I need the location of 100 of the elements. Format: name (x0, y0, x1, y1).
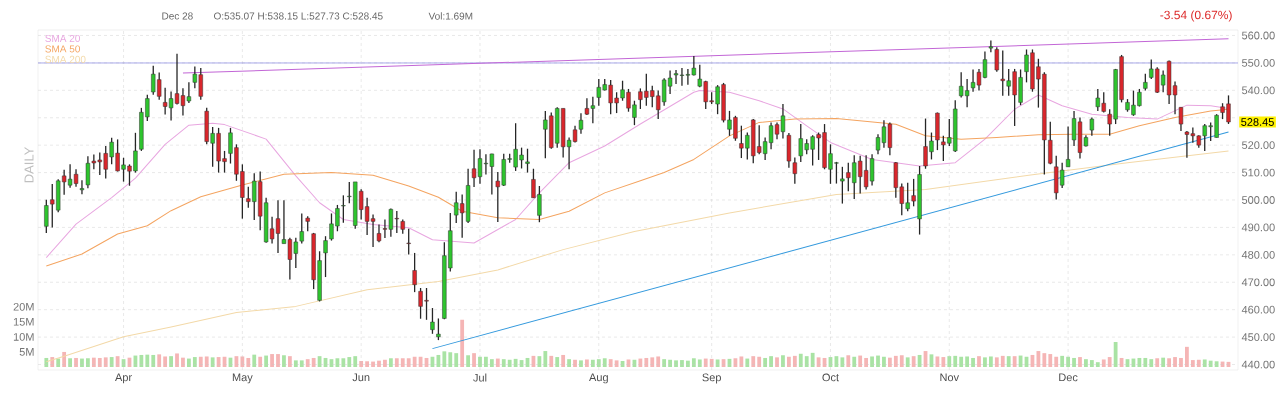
y2-tick-label: 15M (13, 318, 34, 326)
bar (1089, 360, 1094, 367)
bar (299, 360, 304, 367)
candlestick (44, 199, 49, 234)
candlestick (79, 179, 85, 195)
bar (460, 319, 465, 367)
bar (192, 357, 197, 367)
bar (959, 356, 964, 367)
bar (579, 360, 583, 367)
bar (715, 359, 720, 367)
bar (1000, 355, 1005, 367)
bar (786, 356, 791, 367)
bar (988, 356, 993, 367)
bar (412, 356, 417, 367)
bar (1054, 356, 1059, 367)
bar (614, 360, 619, 367)
bar (74, 357, 78, 367)
bar (537, 356, 542, 367)
bar (276, 354, 280, 367)
y-tick-label: 520.00 (1241, 141, 1275, 150)
bar (994, 357, 999, 367)
bar (840, 357, 845, 367)
bar (703, 358, 708, 367)
bar (674, 360, 678, 367)
bar (775, 357, 779, 367)
bar (139, 354, 144, 367)
candlestick (341, 194, 346, 224)
candlestick (1089, 116, 1095, 137)
y2-tick-label: 5M (19, 348, 34, 356)
bar (394, 358, 399, 367)
candlestick (412, 252, 417, 293)
bar (489, 359, 494, 367)
bar (905, 357, 910, 367)
bar (745, 358, 750, 367)
bar (341, 358, 346, 367)
bar (1196, 359, 1201, 367)
bar (1161, 357, 1166, 367)
candlestick (406, 228, 411, 256)
bar (697, 359, 702, 367)
bar (353, 356, 358, 367)
bar (941, 357, 946, 367)
text: 528.45 (1241, 118, 1274, 126)
bar (561, 354, 566, 367)
bar (1095, 362, 1100, 367)
bar (656, 356, 661, 367)
y-tick-label: 500.00 (1241, 196, 1275, 204)
bar (240, 356, 245, 367)
bar (501, 359, 506, 367)
bar (282, 355, 286, 367)
bar (186, 358, 191, 367)
y2-tick-label: 10M (13, 333, 34, 341)
bar (1214, 361, 1219, 367)
bar (1190, 360, 1195, 367)
bar (252, 354, 257, 367)
bar (644, 357, 649, 367)
bar (513, 358, 518, 367)
y-tick-label: 510.00 (1241, 168, 1275, 177)
bar (585, 359, 589, 367)
bar (739, 356, 744, 367)
bar (662, 359, 667, 367)
y-tick-label: 470.00 (1241, 278, 1275, 287)
y-tick-label: 440.00 (1241, 360, 1275, 369)
bar (287, 356, 292, 367)
bar (377, 360, 381, 367)
bar (567, 359, 571, 367)
bar (953, 355, 958, 367)
bar (80, 358, 84, 367)
candlestick (988, 39, 994, 53)
bar (1084, 359, 1088, 367)
candlestick (1065, 125, 1071, 168)
x-tick-label: Aug (589, 373, 608, 384)
bar (1107, 357, 1112, 367)
x-tick-label: May (232, 373, 253, 384)
bar (388, 358, 393, 367)
candlestick (1178, 106, 1184, 132)
candlestick (792, 156, 797, 185)
bar (608, 359, 613, 367)
bar (68, 358, 72, 367)
bar (1006, 356, 1011, 367)
y-tick-label: 490.00 (1241, 223, 1275, 232)
bar (781, 355, 785, 367)
bar (971, 357, 975, 367)
bar (1155, 358, 1160, 367)
bar (466, 355, 470, 367)
bar (264, 355, 269, 367)
y2-tick-label: 20M (13, 302, 34, 311)
bar (590, 359, 595, 367)
bar (977, 356, 981, 367)
bar (757, 356, 762, 367)
x-tick-label: Nov (940, 373, 960, 382)
y-tick-label: 560.00 (1241, 31, 1275, 40)
x-tick-label: Dec (1059, 373, 1078, 382)
bar (893, 355, 898, 367)
bar (400, 358, 405, 367)
bar (56, 358, 61, 367)
text: -3.54 (0.67%) (1160, 10, 1232, 22)
bar (293, 360, 298, 367)
bar (1185, 346, 1189, 367)
bar (792, 355, 797, 367)
bar (864, 357, 869, 367)
